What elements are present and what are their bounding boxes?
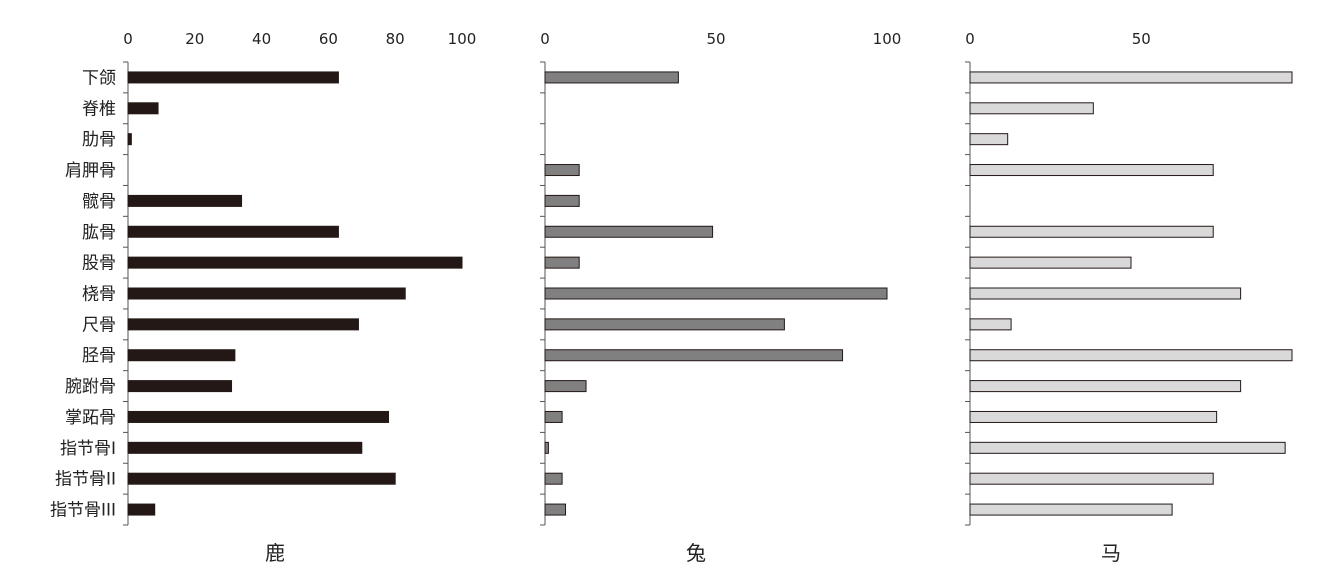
category-label: 指节骨I	[60, 439, 116, 459]
bar-2-1	[969, 102, 1094, 115]
panel-2-tick-label: 0	[965, 30, 975, 48]
category-label: 髋骨	[82, 192, 116, 212]
bar-1-8	[544, 318, 785, 331]
bar-2-14	[969, 503, 1173, 516]
category-label: 脊椎	[82, 99, 116, 119]
category-label: 指节骨II	[55, 470, 116, 490]
bar-2-9	[969, 349, 1293, 362]
panel-2-title: 马	[1101, 541, 1121, 565]
bar-1-3	[544, 164, 580, 177]
panel-0-title: 鹿	[265, 541, 285, 565]
bar-0-1	[127, 102, 159, 115]
bar-1-9	[544, 349, 844, 362]
bar-2-11	[969, 410, 1218, 423]
category-label: 指节骨III	[50, 501, 116, 521]
bar-0-12	[127, 441, 363, 454]
bar-2-2	[969, 133, 1009, 146]
bar-0-6	[127, 256, 463, 269]
panel-0-tick-label: 100	[448, 30, 477, 48]
panel-1-tick-label: 50	[706, 30, 725, 48]
category-label: 胫骨	[82, 346, 116, 366]
bar-1-14	[544, 503, 567, 516]
panel-2-tick-label: 50	[1132, 30, 1151, 48]
category-label: 掌跖骨	[65, 408, 116, 428]
bar-0-8	[127, 318, 359, 331]
bar-1-11	[544, 410, 563, 423]
category-label: 肋骨	[82, 130, 116, 150]
bar-2-13	[969, 472, 1214, 485]
bar-0-10	[127, 380, 233, 393]
bar-2-8	[969, 318, 1012, 331]
panel-0-tick-label: 80	[386, 30, 405, 48]
category-label: 肩胛骨	[65, 161, 116, 181]
bar-0-9	[127, 349, 236, 362]
category-label: 腕跗骨	[65, 377, 116, 397]
bar-2-7	[969, 287, 1242, 300]
category-label: 桡骨	[82, 285, 116, 305]
bar-0-11	[127, 410, 390, 423]
bar-1-12	[544, 441, 549, 454]
panel-0-tick-label: 60	[319, 30, 338, 48]
bar-1-5	[544, 225, 714, 238]
bar-1-4	[544, 194, 580, 207]
bar-2-5	[969, 225, 1214, 238]
bar-0-5	[127, 225, 339, 238]
bar-2-10	[969, 380, 1242, 393]
panel-0-tick-label: 40	[252, 30, 271, 48]
bar-1-13	[544, 472, 563, 485]
bar-1-10	[544, 380, 587, 393]
bar-2-12	[969, 441, 1286, 454]
category-label: 肱骨	[82, 223, 116, 243]
bar-0-7	[127, 287, 406, 300]
category-label: 下颌	[82, 68, 116, 88]
bar-1-6	[544, 256, 580, 269]
panel-0-tick-label: 0	[123, 30, 133, 48]
bar-0-2	[127, 133, 132, 146]
bar-1-7	[544, 287, 888, 300]
bar-0-0	[127, 71, 339, 84]
panel-1-title: 兔	[686, 541, 706, 565]
panel-0-tick-label: 20	[185, 30, 204, 48]
bar-2-3	[969, 164, 1214, 177]
bar-0-4	[127, 194, 243, 207]
panel-1-tick-label: 0	[540, 30, 550, 48]
bar-2-0	[969, 71, 1293, 84]
panel-1-tick-label: 100	[873, 30, 902, 48]
category-label: 尺骨	[82, 315, 116, 335]
bar-0-14	[127, 503, 156, 516]
bar-2-6	[969, 256, 1132, 269]
bar-0-13	[127, 472, 396, 485]
category-label: 股骨	[82, 254, 116, 274]
bar-1-0	[544, 71, 679, 84]
